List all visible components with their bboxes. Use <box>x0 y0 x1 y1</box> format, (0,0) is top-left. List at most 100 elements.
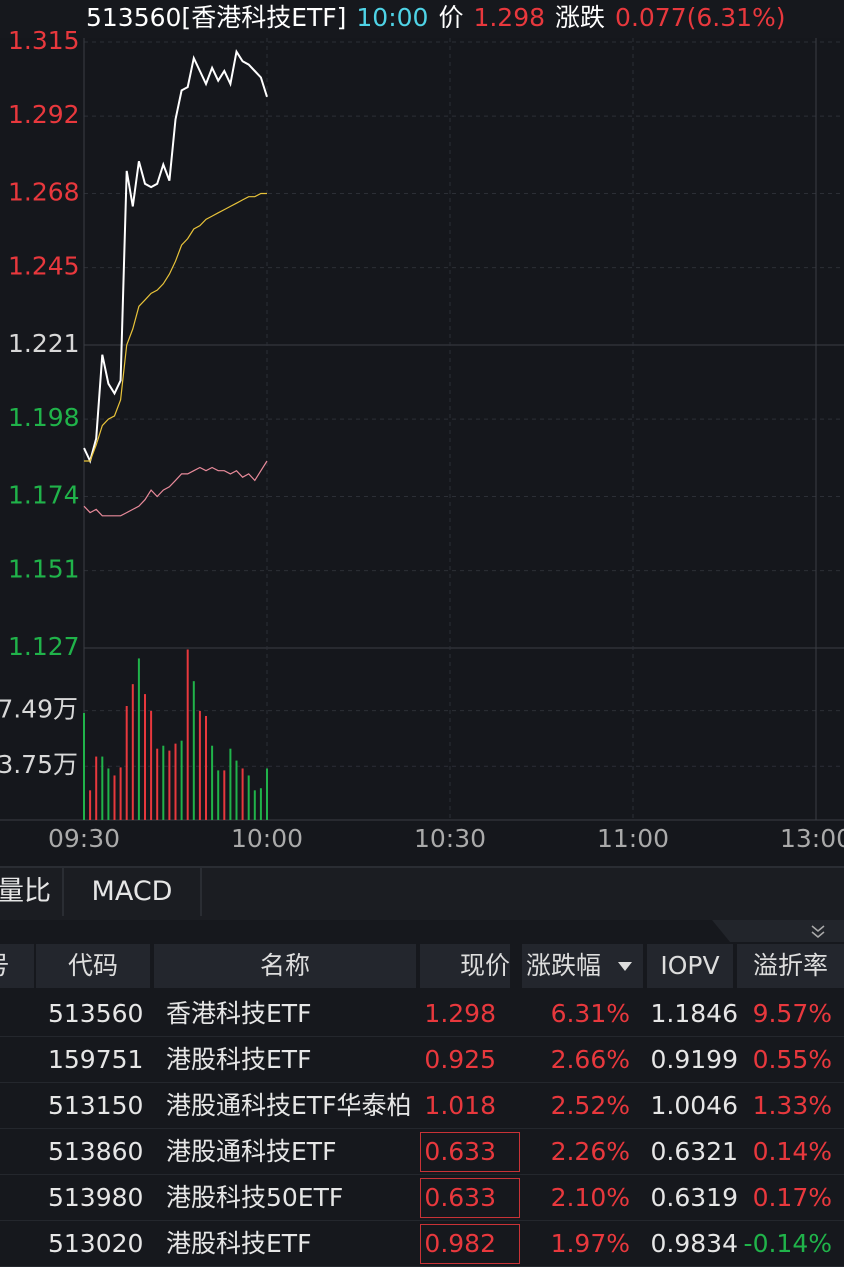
y-tick-label: 1.245 <box>8 252 80 281</box>
x-tick-label: 11:00 <box>597 824 669 853</box>
volume-bar <box>162 745 165 820</box>
table-cell: 513150 <box>48 1091 144 1120</box>
table-cell: 0.55% <box>752 1045 832 1074</box>
volume-bar <box>198 710 201 820</box>
volume-bar <box>223 770 226 820</box>
table-cell: 0.925 <box>424 1045 496 1074</box>
table-cell: 2.26% <box>550 1137 630 1166</box>
y-tick-label: 1.221 <box>8 329 80 358</box>
volume-bar <box>144 694 146 820</box>
table-cell[interactable]: 港股通科技ETF <box>166 1137 337 1166</box>
volume-bar <box>156 748 159 820</box>
volume-bar <box>229 748 232 820</box>
volume-bar <box>95 756 98 820</box>
table-cell: 0.17% <box>752 1183 832 1212</box>
volume-bar <box>125 706 128 820</box>
quote-header: 513560[香港科技ETF] 10:00 价 1.298 涨跌 0.077(6.31%) <box>0 0 844 38</box>
volume-bar <box>259 788 262 820</box>
volume-bar <box>168 750 171 820</box>
table-cell: 1.018 <box>424 1091 496 1120</box>
x-tick-label: 10:00 <box>231 824 303 853</box>
volume-bar <box>150 710 153 820</box>
price-line <box>83 460 268 517</box>
table-cell[interactable]: 港股通科技ETF华泰柏 <box>166 1091 412 1120</box>
table-cell[interactable]: 港股科技50ETF <box>166 1183 344 1212</box>
volume-bar <box>131 684 134 820</box>
volume-tick-label: 7.49万 <box>0 695 78 724</box>
table-cell: 513860 <box>48 1137 144 1166</box>
column-header[interactable]: 名称 <box>154 944 416 988</box>
volume-bar <box>235 760 238 820</box>
volume-bar <box>186 649 189 820</box>
table-cell: 0.633 <box>424 1183 496 1212</box>
row-divider <box>0 1128 844 1129</box>
y-tick-label: 1.127 <box>8 632 80 661</box>
table-cell: 9.57% <box>752 999 832 1028</box>
volume-bar <box>107 768 110 820</box>
tab[interactable]: MACD <box>64 868 202 916</box>
plot-bg <box>0 38 844 866</box>
column-header[interactable]: 溢折率 <box>737 944 844 988</box>
table-cell: 2.66% <box>550 1045 630 1074</box>
price-line <box>83 49 268 464</box>
table-cell[interactable]: 港股科技ETF <box>166 1045 312 1074</box>
table-cell: 1.97% <box>550 1229 630 1258</box>
table-cell[interactable]: 香港科技ETF <box>166 999 312 1028</box>
row-divider <box>0 1036 844 1037</box>
table-cell: 0.982 <box>424 1229 496 1258</box>
row-divider <box>0 1220 844 1221</box>
volume-bar <box>253 790 256 820</box>
table-cell: 513980 <box>48 1183 144 1212</box>
volume-bar <box>211 745 214 820</box>
table-cell: 0.9199 <box>650 1045 738 1074</box>
volume-bar <box>266 768 268 820</box>
chart: 1.315 1.292 1.268 1.245 1.221 1.198 1.174 1.151… <box>0 26 844 866</box>
column-header[interactable]: 现价 <box>420 944 510 988</box>
y-tick-label: 1.174 <box>8 481 80 510</box>
x-tick-label: 13:00 <box>780 824 844 853</box>
volume-bar <box>83 712 85 820</box>
table-cell: 1.298 <box>424 999 496 1028</box>
table-cell: 1.0046 <box>650 1091 738 1120</box>
row-divider <box>0 1082 844 1083</box>
x-tick-label: 10:30 <box>414 824 486 853</box>
volume-bar <box>174 743 177 820</box>
indicator-tabs: 量比 MACD <box>0 866 844 922</box>
table-cell: 2.10% <box>550 1183 630 1212</box>
volume-bar <box>192 681 195 820</box>
table-cell: 0.6321 <box>650 1137 738 1166</box>
volume-bar <box>217 770 220 820</box>
column-header[interactable]: 号 <box>0 944 34 988</box>
column-header[interactable]: IOPV <box>647 944 733 988</box>
volume-bar <box>101 756 104 820</box>
y-tick-label: 1.292 <box>8 100 80 129</box>
table-cell[interactable]: 港股科技ETF <box>166 1229 312 1258</box>
table-cell: 0.14% <box>752 1137 832 1166</box>
etf-table: 号代码名称现价涨跌幅IOPV溢折率 513560 香港科技ETF 1.298 6.31%… <box>0 944 844 1267</box>
price-box <box>420 1132 520 1172</box>
column-header[interactable]: 代码 <box>36 944 150 988</box>
y-tick-label: 1.315 <box>8 26 80 55</box>
table-cell: 0.9834 <box>650 1229 738 1258</box>
volume-bar <box>180 740 183 820</box>
volume-bar <box>137 658 140 820</box>
column-header[interactable]: 涨跌幅 <box>522 944 643 988</box>
volume-bar <box>247 775 250 820</box>
y-tick-label: 1.151 <box>8 555 80 584</box>
table-cell: 0.633 <box>424 1137 496 1166</box>
collapse-icon[interactable] <box>0 920 844 942</box>
x-tick-label: 09:30 <box>48 824 120 853</box>
table-cell: 1.33% <box>752 1091 832 1120</box>
price-label: 价 <box>438 3 464 32</box>
table-cell: 2.52% <box>550 1091 630 1120</box>
table-cell: 1.1846 <box>650 999 738 1028</box>
volume-tick-label: 3.75万 <box>0 750 78 779</box>
table-cell: 6.31% <box>550 999 630 1028</box>
price: 1.298 <box>473 3 546 32</box>
price-line <box>84 192 267 462</box>
code-name: 513560[香港科技ETF] <box>86 3 347 32</box>
tab[interactable]: 量比 <box>0 868 64 916</box>
volume-bar <box>241 768 244 820</box>
price-box <box>420 1224 520 1264</box>
